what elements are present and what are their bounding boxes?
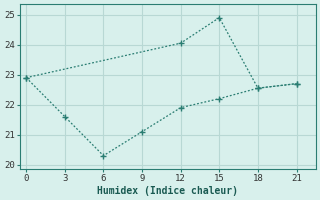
X-axis label: Humidex (Indice chaleur): Humidex (Indice chaleur) xyxy=(97,186,238,196)
